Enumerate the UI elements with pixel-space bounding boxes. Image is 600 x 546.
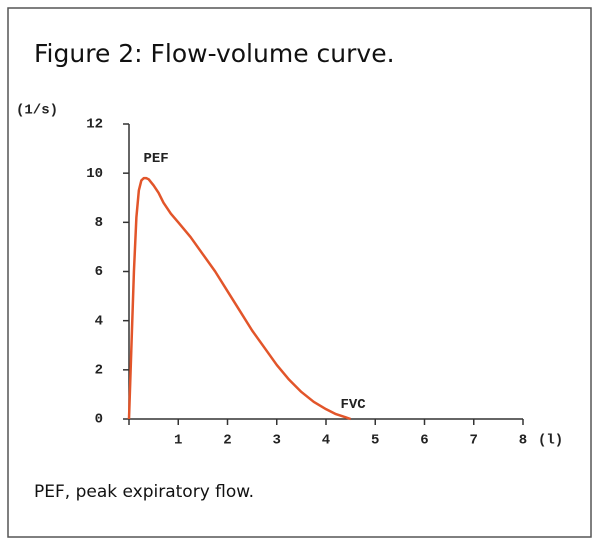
caption: PEF, peak expiratory flow. — [34, 482, 254, 502]
y-tick-label: 6 — [95, 264, 103, 280]
frame — [7, 7, 592, 538]
y-tick-label: 0 — [95, 412, 103, 428]
y-tick-label: 2 — [95, 363, 103, 379]
x-tick-label: 6 — [420, 433, 428, 449]
x-tick-label: 1 — [174, 433, 182, 449]
chart-title: Figure 2: Flow-volume curve. — [34, 39, 395, 68]
x-tick-label: 3 — [273, 433, 281, 449]
x-tick-label: 4 — [322, 433, 330, 449]
annotation: FVC — [340, 397, 366, 413]
x-axis-label: (l) — [538, 433, 563, 449]
y-tick-label: 4 — [95, 313, 103, 329]
annotation: PEF — [143, 151, 168, 167]
y-tick-label: 12 — [86, 117, 103, 133]
y-axis-label: (1/s) — [16, 103, 58, 119]
x-tick-label: 2 — [223, 433, 231, 449]
y-tick-label: 8 — [95, 215, 103, 231]
x-tick-label: 7 — [470, 433, 478, 449]
y-tick-label: 10 — [86, 166, 103, 182]
x-tick-label: 8 — [519, 433, 527, 449]
data-line — [127, 176, 352, 421]
x-tick-label: 5 — [371, 433, 379, 449]
